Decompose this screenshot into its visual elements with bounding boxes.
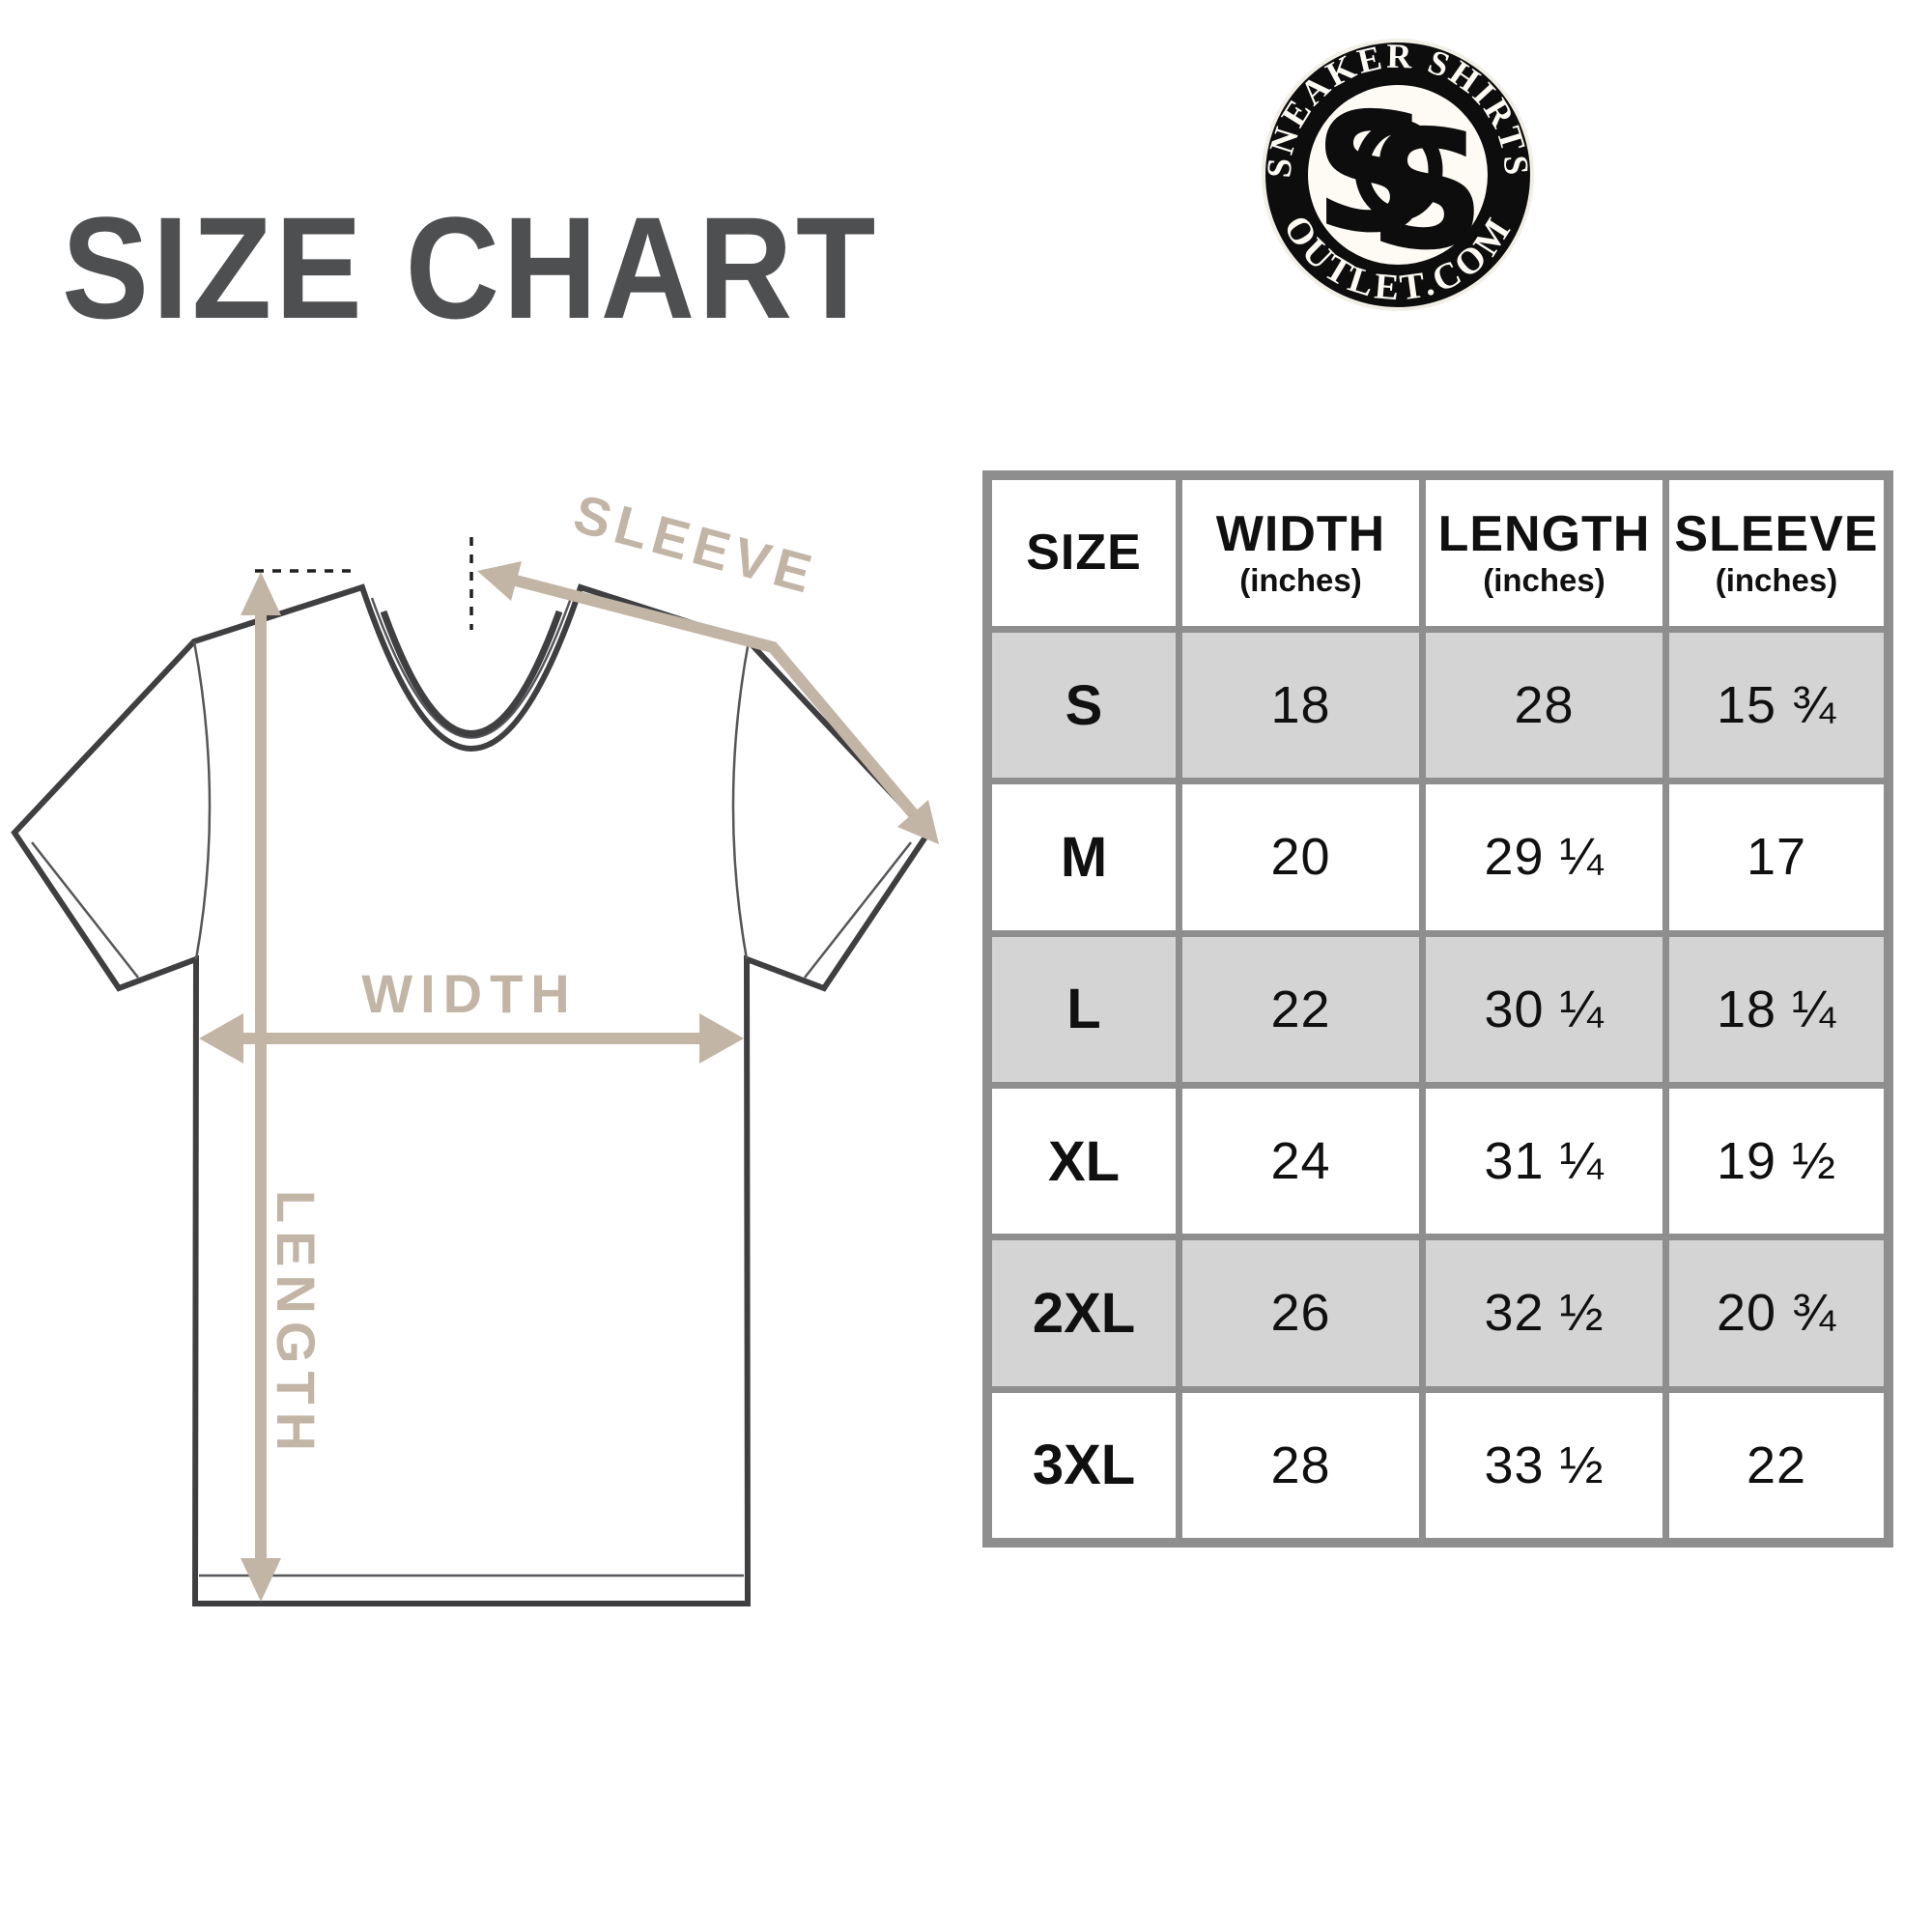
sleeve-arrowhead-right [897,800,939,844]
cuff-seam-right [804,841,912,979]
measurement-value: 15 ¾ [1669,633,1884,779]
width-arrow [199,1013,744,1064]
column-header-label: LENGTH [1437,506,1651,563]
column-header-unit: (inches) [1239,561,1362,598]
measurement-value: 33 ½ [1426,1392,1662,1538]
monogram-s1: S [1314,78,1432,270]
logo-inner-circle [1308,85,1488,265]
measurement-value: 20 ¾ [1669,1240,1884,1386]
measurement-value: 24 [1182,1088,1419,1235]
length-arrowhead-up [241,572,281,615]
width-arrowhead-left [199,1013,243,1064]
tshirt-outline [11,583,932,1606]
measurement-value: 19 ½ [1669,1088,1884,1235]
cuff-seam-left [31,841,139,979]
size-chart-table: SIZE WIDTH (inches) LENGTH (inches) SLEE… [982,470,1893,1548]
column-header-label: SIZE [1026,525,1142,582]
sleeve-arrowhead-left [477,561,522,601]
measurement-value: 17 [1669,784,1884,930]
brand-logo: SNEAKER SHIRTS OUTLET.COM S S [1260,37,1534,311]
size-label: 2XL [992,1240,1176,1386]
collar-inner-edge [380,610,563,737]
column-header-sleeve: SLEEVE (inches) [1669,480,1884,626]
monogram-s2: S [1368,96,1486,287]
size-label: L [992,936,1176,1082]
page-title: SIZE CHART [62,186,879,349]
measurement-value: 20 [1182,784,1419,930]
measurement-value: 22 [1182,936,1419,1082]
column-header-unit: (inches) [1483,561,1605,598]
width-arrowhead-right [699,1013,744,1064]
measurement-value: 18 ¼ [1669,936,1884,1082]
column-header-label: WIDTH [1215,506,1386,563]
measurement-value: 32 ½ [1426,1240,1662,1386]
measurement-value: 29 ¼ [1426,784,1662,930]
measurement-value: 28 [1182,1392,1419,1538]
sleeve-arrow [477,561,939,844]
column-header-label: SLEEVE [1674,506,1879,563]
size-label: 3XL [992,1392,1176,1538]
measurement-value: 22 [1669,1392,1884,1538]
column-header-width: WIDTH (inches) [1182,480,1419,626]
sso-monogram: S S [1314,78,1486,287]
column-header-size: SIZE [992,480,1176,626]
collar-middle-seam [370,597,573,739]
tshirt-diagram: SLEEVE WIDTH LENGTH [11,482,939,1606]
sleeve-label: SLEEVE [568,482,824,605]
size-label: S [992,633,1176,779]
measurement-value: 28 [1426,633,1662,779]
length-arrowhead-down [241,1558,281,1602]
column-header-unit: (inches) [1715,561,1838,598]
monogram-o-ring [1354,119,1443,221]
length-label: LENGTH [266,1190,327,1459]
measurement-value: 26 [1182,1240,1419,1386]
width-label: WIDTH [361,963,578,1024]
column-header-length: LENGTH (inches) [1426,480,1662,626]
size-label: XL [992,1088,1176,1235]
measurement-value: 30 ¼ [1426,936,1662,1082]
armhole-seam-left [192,640,212,960]
length-arrow [241,572,281,1602]
armhole-seam-right [731,640,751,960]
measurement-value: 31 ¼ [1426,1088,1662,1235]
measurement-value: 18 [1182,633,1419,779]
size-label: M [992,784,1176,930]
